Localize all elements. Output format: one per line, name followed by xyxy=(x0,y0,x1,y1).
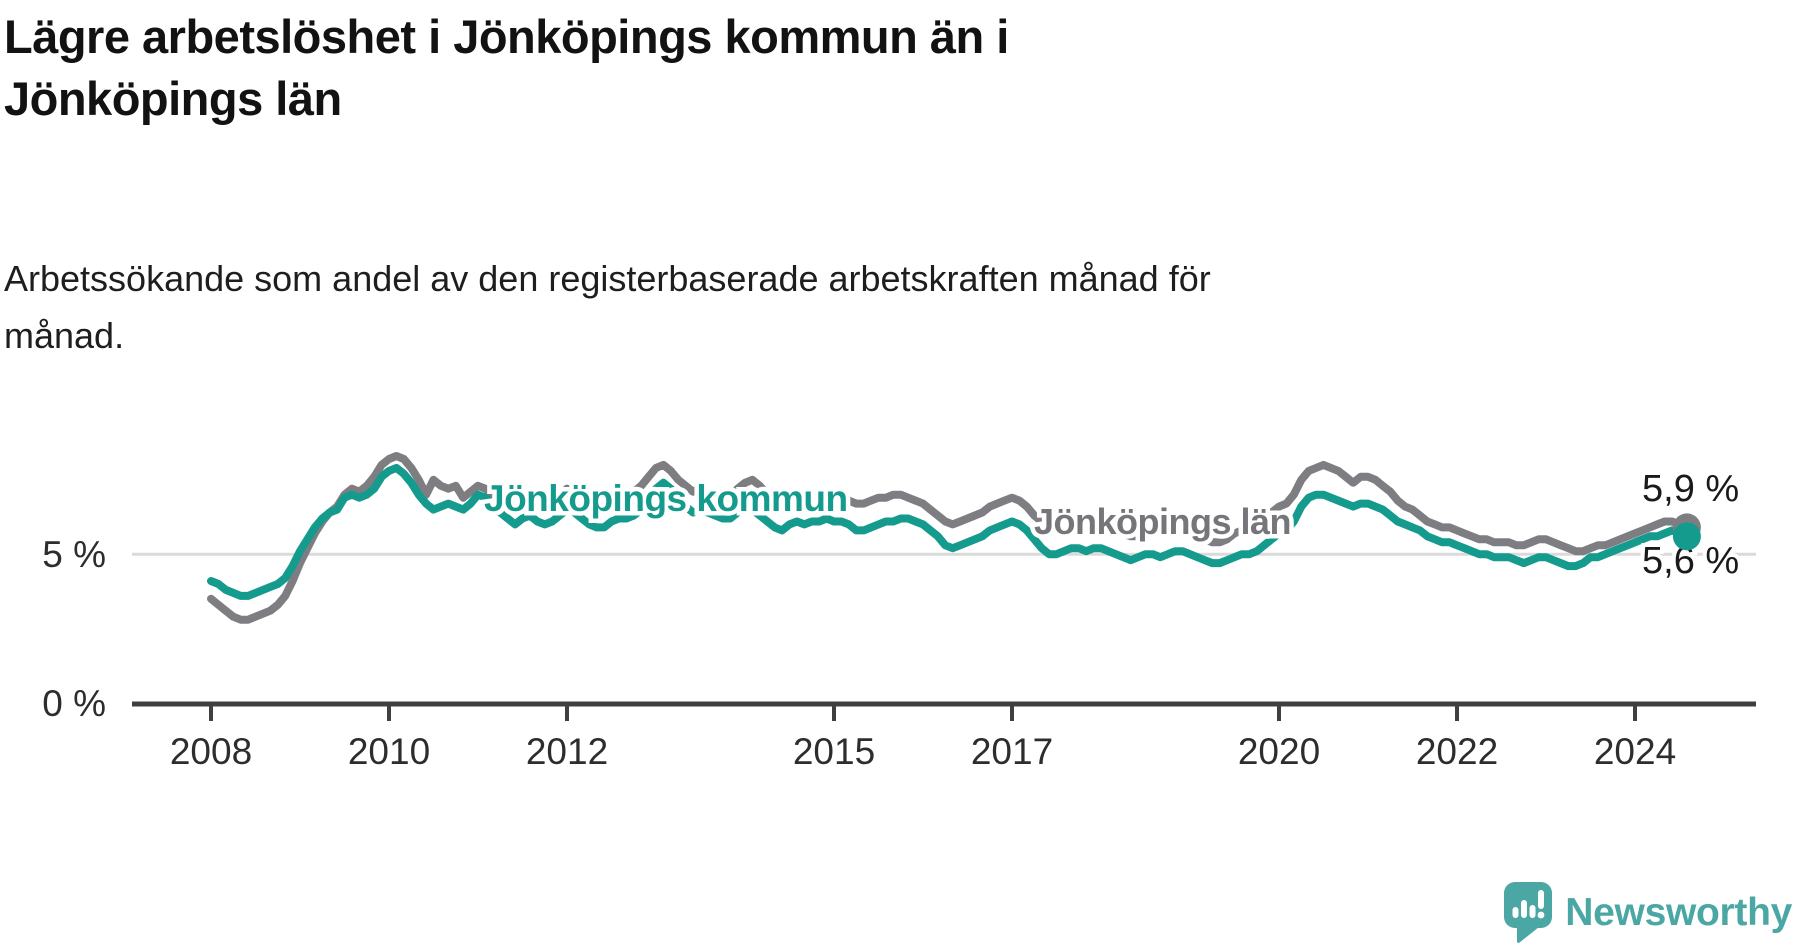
chart-subtitle-line1: Arbetssökande som andel av den registerb… xyxy=(4,258,1211,299)
chart-title: Lägre arbetslöshet i Jönköpings kommun ä… xyxy=(4,6,1404,130)
y-tick-label-0pct: 0 % xyxy=(42,683,106,724)
series-line-jonkopings-kommun xyxy=(207,463,1691,600)
x-tick-label-2020: 2020 xyxy=(1238,731,1320,772)
newsworthy-logo-icon xyxy=(1504,882,1553,944)
series-label-jonkopings-lan: Jönköpings län xyxy=(1034,501,1291,542)
newsworthy-brand: Newsworthy xyxy=(1503,880,1792,946)
x-tick-label-2024: 2024 xyxy=(1594,731,1676,772)
chart-subtitle-line2: månad. xyxy=(4,315,125,356)
chart-subtitle: Arbetssökande som andel av den registerb… xyxy=(4,250,1504,364)
y-tick-label-5pct: 5 % xyxy=(42,534,106,575)
end-dot-jonkopings-kommun xyxy=(1672,522,1701,551)
end-value-label-jonkopings-lan: 5,9 % xyxy=(1642,468,1739,510)
x-tick-label-2010: 2010 xyxy=(348,731,430,772)
x-tick-label-2017: 2017 xyxy=(971,731,1053,772)
x-tick-label-2022: 2022 xyxy=(1416,731,1498,772)
x-tick-label-2015: 2015 xyxy=(793,731,875,772)
chart-title-line1: Lägre arbetslöshet i Jönköpings kommun ä… xyxy=(4,10,1009,63)
newsworthy-brand-text: Newsworthy xyxy=(1565,891,1792,934)
chart-title-line2: Jönköpings län xyxy=(4,72,342,125)
x-tick-label-2012: 2012 xyxy=(526,731,608,772)
end-value-label-jonkopings-kommun: 5,6 % xyxy=(1642,540,1739,582)
series-line-jonkopings-lan xyxy=(207,452,1691,624)
x-tick-label-2008: 2008 xyxy=(170,731,252,772)
series-label-jonkopings-kommun: Jönköpings kommun xyxy=(484,478,848,519)
